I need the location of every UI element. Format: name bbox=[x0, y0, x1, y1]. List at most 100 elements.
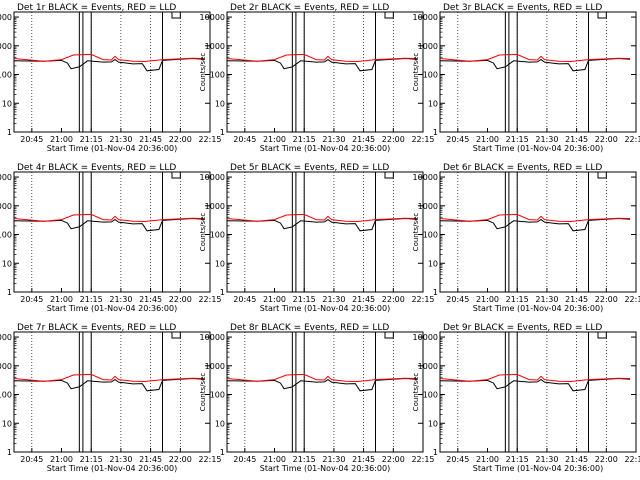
x-tick-label: 21:30 bbox=[535, 135, 558, 144]
x-tick-label: 21:15 bbox=[293, 455, 316, 464]
x-tick-label: 21:30 bbox=[322, 135, 345, 144]
x-tick-label: 21:45 bbox=[565, 295, 588, 304]
y-tick-label: 100 bbox=[0, 231, 12, 240]
x-tick-label: 21:45 bbox=[352, 455, 375, 464]
x-tick-label: 22:00 bbox=[382, 455, 405, 464]
detector-panel-8: Det 8r BLACK = Events, RED = LLD 1 10 100 10… bbox=[199, 323, 435, 473]
x-tick-label: 21:15 bbox=[506, 135, 529, 144]
x-axis-label: Start Time (01-Nov-04 20:36:00) bbox=[473, 304, 603, 313]
y-tick-label: 1000 bbox=[418, 362, 438, 371]
x-tick-label: 22:00 bbox=[169, 135, 192, 144]
x-tick-label: 22:00 bbox=[595, 455, 618, 464]
series-line-lld bbox=[439, 213, 631, 223]
x-tick-label: 20:45 bbox=[233, 295, 256, 304]
detector-panel-1: Det 1r BLACK = Events, RED = LLD 1 10 100 10… bbox=[0, 3, 222, 153]
series-line-lld bbox=[13, 373, 205, 383]
series-line-events bbox=[13, 57, 205, 72]
x-tick-label: 21:30 bbox=[535, 455, 558, 464]
x-axis-label: Start Time (01-Nov-04 20:36:00) bbox=[260, 144, 390, 153]
panel-title: Det 7r BLACK = Events, RED = LLD bbox=[17, 323, 176, 333]
top-notch bbox=[171, 12, 181, 19]
x-tick-label: 21:45 bbox=[139, 135, 162, 144]
x-tick-label: 22:15 bbox=[198, 135, 221, 144]
y-tick-label: 1 bbox=[220, 128, 225, 137]
y-tick-label: 1000 bbox=[205, 42, 225, 51]
x-tick-label: 20:45 bbox=[446, 135, 469, 144]
detector-panel-4: Det 4r BLACK = Events, RED = LLD 1 10 100 10… bbox=[0, 163, 222, 313]
panel-title: Det 1r BLACK = Events, RED = LLD bbox=[17, 3, 176, 13]
y-tick-label: 1 bbox=[220, 288, 225, 297]
y-tick-label: 100 bbox=[0, 391, 12, 400]
x-tick-label: 21:15 bbox=[293, 135, 316, 144]
x-tick-label: 21:00 bbox=[476, 455, 499, 464]
y-tick-label: 100 bbox=[210, 71, 225, 80]
x-tick-label: 21:00 bbox=[476, 135, 499, 144]
x-axis-label: Start Time (01-Nov-04 20:36:00) bbox=[47, 464, 177, 473]
y-tick-label: 1 bbox=[220, 448, 225, 457]
panel-title: Det 2r BLACK = Events, RED = LLD bbox=[230, 3, 389, 13]
x-tick-label: 21:15 bbox=[506, 295, 529, 304]
y-axis-label: Counts/sec bbox=[199, 53, 207, 92]
x-tick-label: 21:45 bbox=[352, 135, 375, 144]
panel-title: Det 8r BLACK = Events, RED = LLD bbox=[230, 323, 389, 333]
x-tick-label: 22:15 bbox=[411, 135, 434, 144]
x-tick-label: 21:00 bbox=[263, 135, 286, 144]
series-line-events bbox=[226, 57, 418, 72]
y-tick-label: 10000 bbox=[0, 333, 12, 342]
y-tick-label: 10000 bbox=[413, 173, 438, 182]
x-tick-label: 20:45 bbox=[233, 135, 256, 144]
top-notch bbox=[384, 12, 394, 19]
panel-title: Det 5r BLACK = Events, RED = LLD bbox=[230, 163, 389, 173]
x-tick-label: 21:00 bbox=[263, 295, 286, 304]
x-tick-label: 21:30 bbox=[109, 135, 132, 144]
y-tick-label: 1 bbox=[433, 288, 438, 297]
series-line-events bbox=[226, 377, 418, 392]
series-line-lld bbox=[226, 53, 418, 63]
x-tick-label: 22:15 bbox=[624, 295, 640, 304]
top-notch bbox=[597, 172, 607, 179]
y-tick-label: 10000 bbox=[0, 173, 12, 182]
detector-panel-2: Det 2r BLACK = Events, RED = LLD 1 10 100 10… bbox=[199, 3, 435, 153]
panel-title: Det 6r BLACK = Events, RED = LLD bbox=[443, 163, 602, 173]
top-notch bbox=[597, 332, 607, 339]
top-notch bbox=[171, 172, 181, 179]
top-notch bbox=[171, 332, 181, 339]
series-line-events bbox=[226, 217, 418, 232]
panel-title: Det 3r BLACK = Events, RED = LLD bbox=[443, 3, 602, 13]
x-tick-label: 21:30 bbox=[535, 295, 558, 304]
series-line-events bbox=[13, 217, 205, 232]
x-tick-label: 22:15 bbox=[198, 295, 221, 304]
y-tick-label: 1000 bbox=[0, 362, 12, 371]
y-axis-label: Counts/sec bbox=[412, 53, 420, 92]
y-tick-label: 100 bbox=[423, 391, 438, 400]
x-axis-label: Start Time (01-Nov-04 20:36:00) bbox=[473, 144, 603, 153]
y-tick-label: 10000 bbox=[0, 13, 12, 22]
y-tick-label: 10 bbox=[2, 419, 12, 428]
y-tick-label: 10 bbox=[215, 99, 225, 108]
series-line-events bbox=[439, 377, 631, 392]
y-tick-label: 10 bbox=[428, 99, 438, 108]
x-tick-label: 22:00 bbox=[382, 295, 405, 304]
x-tick-label: 22:00 bbox=[169, 295, 192, 304]
x-tick-label: 21:30 bbox=[109, 455, 132, 464]
y-tick-label: 1000 bbox=[418, 42, 438, 51]
x-tick-label: 21:30 bbox=[109, 295, 132, 304]
x-tick-label: 20:45 bbox=[20, 295, 43, 304]
y-tick-label: 10 bbox=[2, 99, 12, 108]
y-tick-label: 100 bbox=[423, 231, 438, 240]
series-line-lld bbox=[226, 213, 418, 223]
y-tick-label: 1 bbox=[433, 448, 438, 457]
y-tick-label: 10 bbox=[215, 259, 225, 268]
x-axis-label: Start Time (01-Nov-04 20:36:00) bbox=[260, 304, 390, 313]
top-notch bbox=[384, 172, 394, 179]
y-tick-label: 10 bbox=[428, 419, 438, 428]
y-tick-label: 1 bbox=[7, 288, 12, 297]
x-tick-label: 20:45 bbox=[446, 455, 469, 464]
x-tick-label: 21:45 bbox=[565, 135, 588, 144]
series-line-lld bbox=[439, 53, 631, 63]
y-tick-label: 1000 bbox=[0, 42, 12, 51]
y-tick-label: 10000 bbox=[413, 13, 438, 22]
top-notch bbox=[597, 12, 607, 19]
series-line-lld bbox=[13, 53, 205, 63]
